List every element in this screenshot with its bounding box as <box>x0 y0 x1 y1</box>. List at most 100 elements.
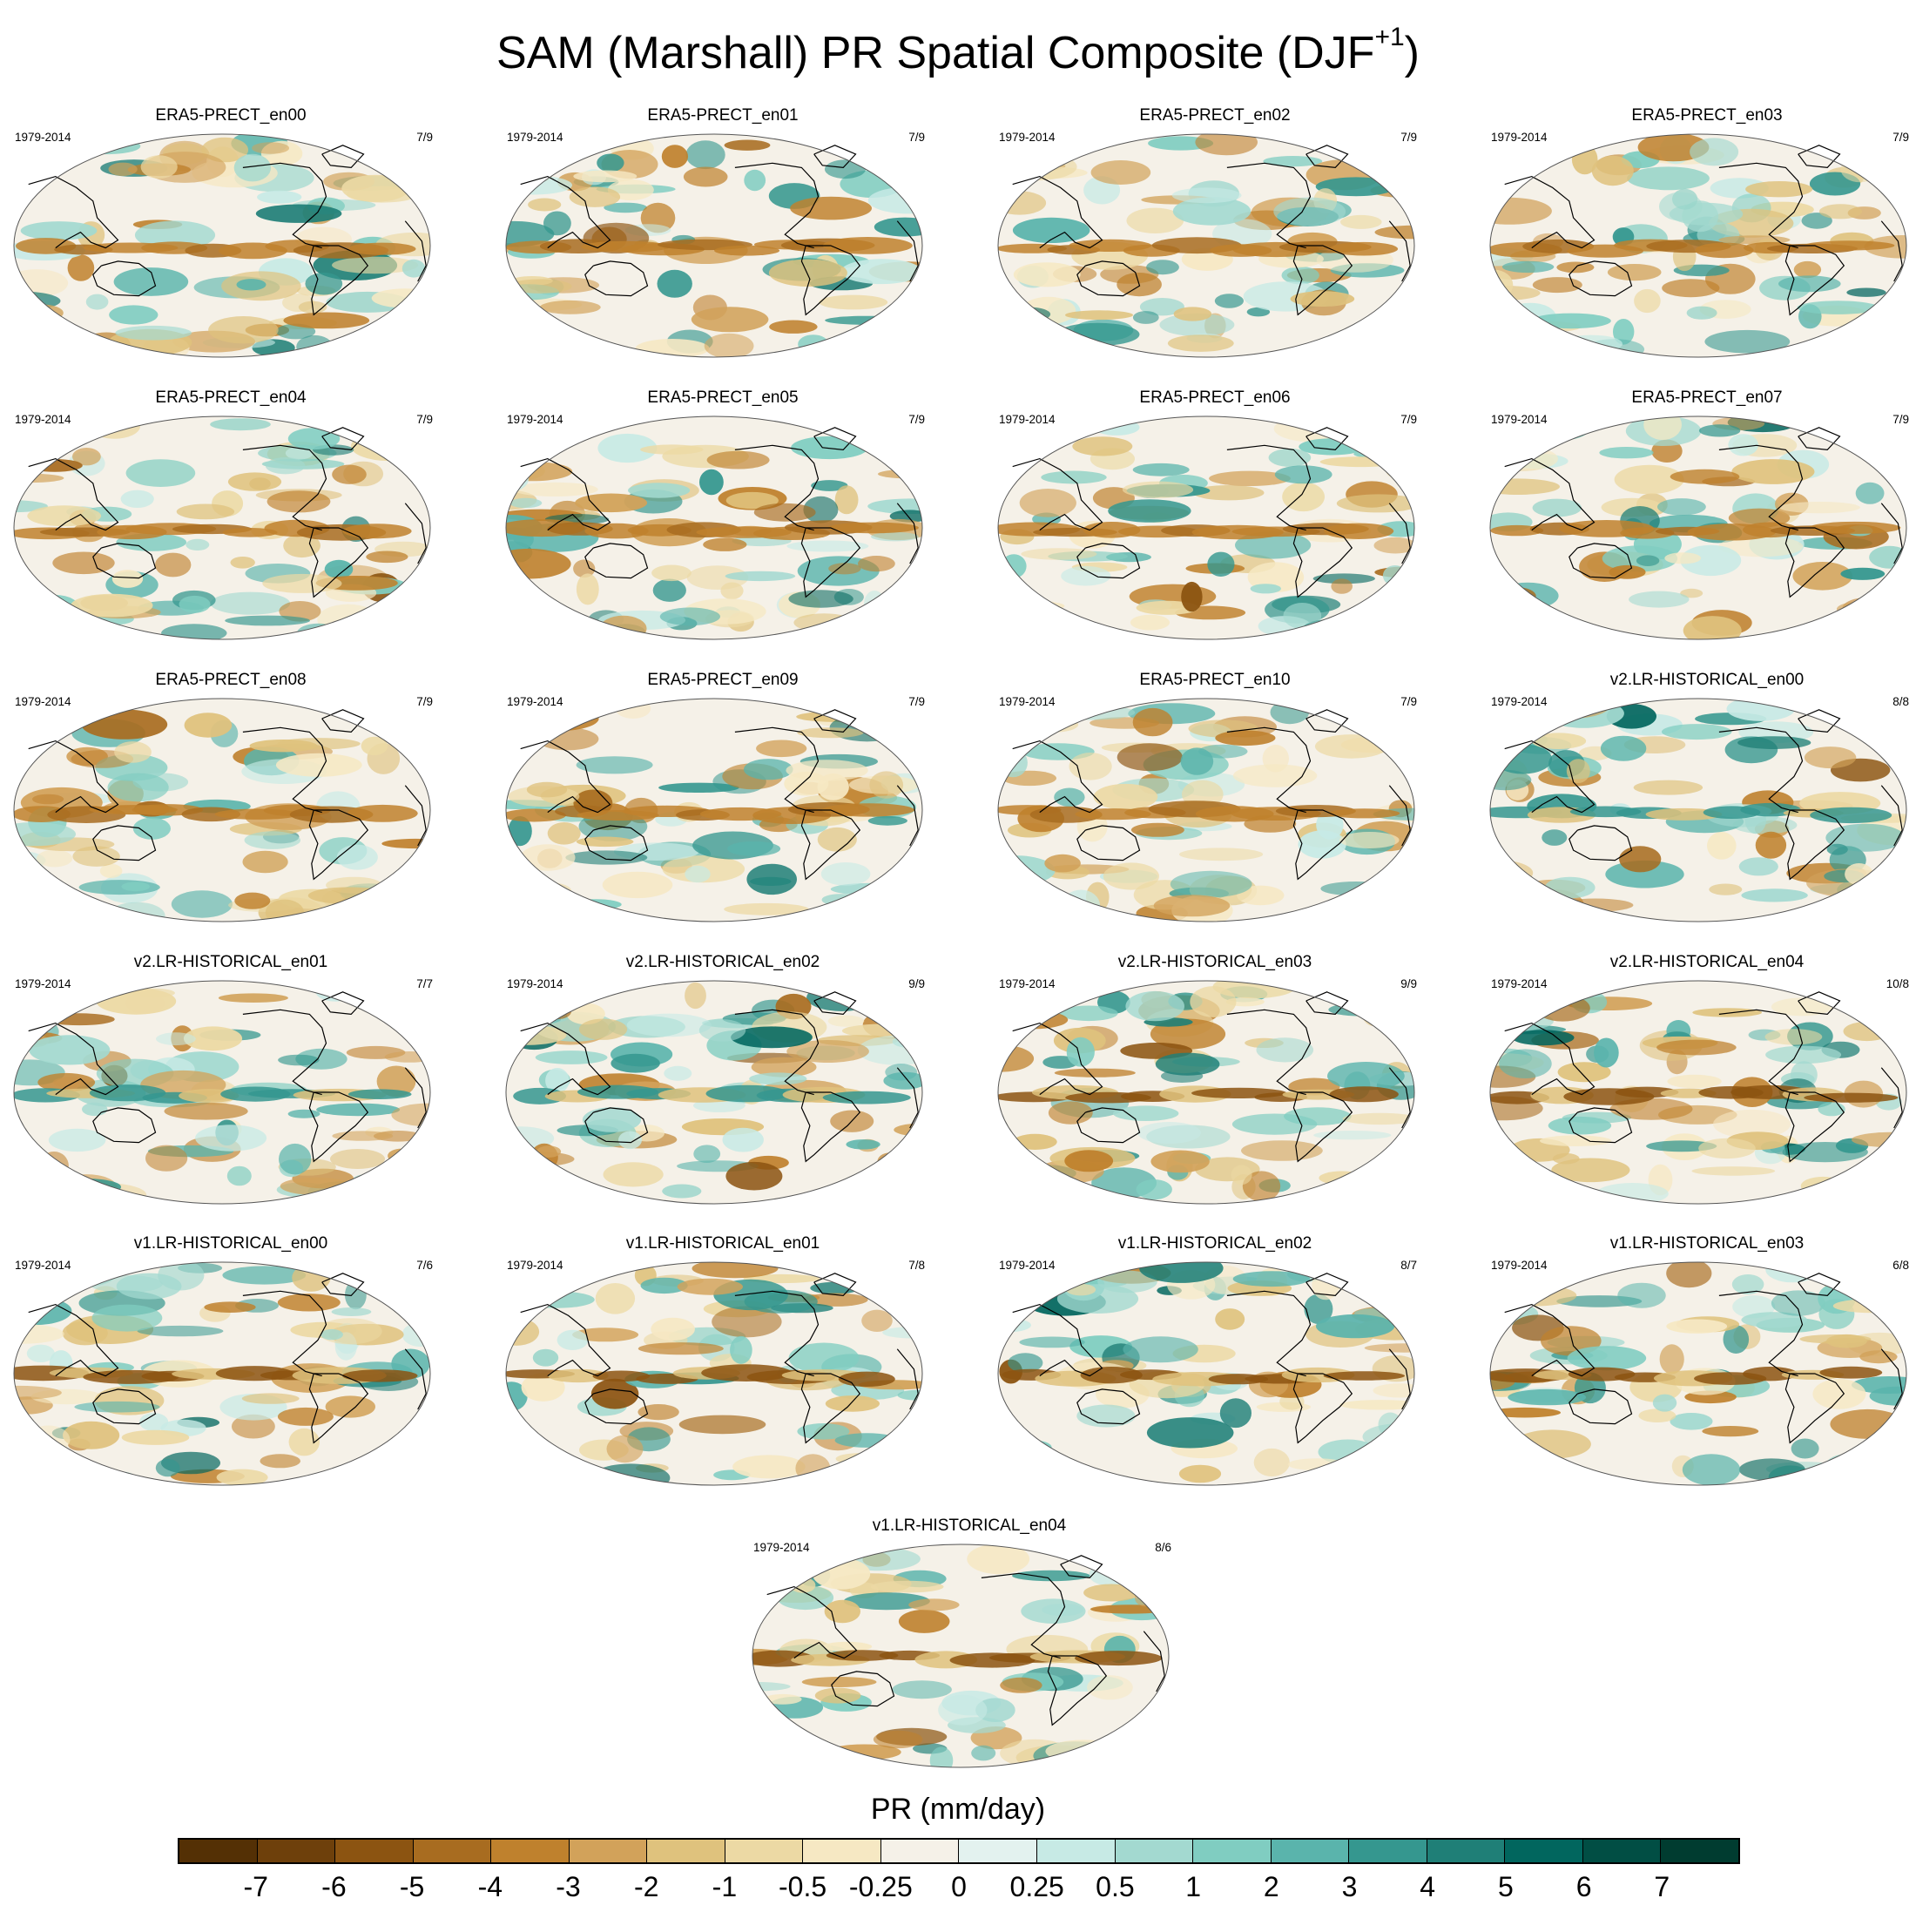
anomaly-patch <box>1791 416 1865 430</box>
anomaly-patch <box>81 709 168 740</box>
anomaly-patch <box>262 573 342 593</box>
north-america-outline <box>242 162 327 249</box>
africa-coast <box>1880 1348 1903 1410</box>
anomaly-patch <box>1614 464 1684 495</box>
north-america-outline <box>981 1572 1066 1659</box>
colorbar-box <box>179 1840 258 1862</box>
south-america-outline <box>308 527 369 598</box>
anomaly-patch <box>652 578 686 602</box>
anomaly-patch <box>1855 482 1885 504</box>
anomaly-patch <box>1139 298 1184 316</box>
anomaly-patch <box>834 1433 899 1448</box>
anomaly-patch <box>753 503 816 522</box>
anomaly-patch <box>1569 418 1604 428</box>
anomaly-patch <box>1530 710 1554 724</box>
panel-period: 1979-2014 <box>15 695 71 708</box>
anomaly-patch <box>1397 725 1414 756</box>
africa-coast <box>896 503 919 564</box>
equatorial-band <box>1743 1367 1798 1381</box>
anomaly-patch <box>1190 986 1237 1017</box>
anomaly-patch <box>1859 1350 1898 1364</box>
anomaly-patch <box>824 1599 860 1624</box>
anomaly-patch <box>1843 1021 1891 1042</box>
anomaly-patch <box>506 598 543 618</box>
map-border <box>13 1261 431 1486</box>
anomaly-patch <box>744 169 766 192</box>
composite-map <box>13 698 431 922</box>
anomaly-patch <box>1304 1294 1333 1324</box>
anomaly-patch <box>998 1187 1064 1198</box>
anomaly-patch <box>1030 717 1079 733</box>
anomaly-patch <box>72 846 120 867</box>
anomaly-patch <box>1019 1336 1085 1348</box>
anomaly-patch <box>1059 1005 1118 1022</box>
anomaly-patch <box>1797 301 1879 314</box>
map-border <box>1489 980 1907 1205</box>
anomaly-patch <box>730 1335 752 1364</box>
anomaly-patch <box>506 220 555 247</box>
asia-coast <box>1012 1303 1103 1377</box>
anomaly-patch <box>1130 822 1184 837</box>
anomaly-patch <box>1178 1464 1222 1483</box>
anomaly-patch <box>1490 1445 1528 1463</box>
anomaly-patch <box>677 1278 743 1295</box>
anomaly-patch <box>332 464 367 484</box>
anomaly-patch <box>225 615 310 626</box>
anomaly-patch <box>332 256 419 274</box>
anomaly-patch <box>1552 1152 1580 1165</box>
anomaly-patch <box>764 1693 802 1705</box>
anomaly-patch <box>626 1013 712 1037</box>
australia-outline <box>584 825 649 861</box>
asia-coast <box>520 457 611 531</box>
anomaly-patch <box>227 472 282 491</box>
asia-coast <box>1504 740 1596 814</box>
asia-coast <box>1012 740 1103 814</box>
colorbar-box <box>569 1840 648 1862</box>
anomaly-patch <box>292 1264 331 1292</box>
anomaly-patch <box>145 1145 188 1172</box>
anomaly-patch <box>526 781 568 798</box>
anomaly-patch <box>114 741 152 763</box>
anomaly-patch <box>1076 1404 1136 1428</box>
south-america-outline <box>308 809 369 881</box>
anomaly-patch <box>155 1458 180 1477</box>
anomaly-patch <box>1246 307 1271 317</box>
composite-map <box>752 1544 1170 1768</box>
panel-title: ERA5-PRECT_en10 <box>1139 671 1291 689</box>
north-america-outline <box>1226 1009 1312 1096</box>
map-border <box>13 415 431 640</box>
panel-title: ERA5-PRECT_en08 <box>155 671 307 689</box>
equatorial-band <box>821 803 914 817</box>
anomaly-patch <box>1513 1429 1591 1459</box>
panel-title: v2.LR-HISTORICAL_en00 <box>1609 671 1805 689</box>
anomaly-patch <box>1498 620 1581 639</box>
anomaly-patch <box>1494 596 1523 610</box>
anomaly-patch <box>1591 155 1634 186</box>
panel-title: ERA5-PRECT_en01 <box>647 106 799 125</box>
anomaly-patch <box>531 1273 554 1288</box>
anomaly-patch <box>1707 832 1737 860</box>
anomaly-patch <box>1826 1334 1867 1348</box>
asia-coast <box>520 175 611 249</box>
composite-map <box>997 1261 1415 1486</box>
anomaly-patch <box>998 312 1047 337</box>
anomaly-patch <box>233 153 272 182</box>
anomaly-patch <box>1666 1262 1712 1288</box>
anomaly-patch <box>727 841 781 856</box>
anomaly-patch <box>1662 724 1732 740</box>
colorbar-box <box>491 1840 570 1862</box>
anomaly-patch <box>692 1262 779 1279</box>
colorbar-box <box>1349 1840 1427 1862</box>
panel-period: 1979-2014 <box>15 131 71 144</box>
anomaly-patch <box>1315 177 1397 197</box>
anomaly-patch <box>38 888 86 911</box>
anomaly-patch <box>582 1107 642 1132</box>
australia-outline <box>92 1388 157 1425</box>
equatorial-band <box>347 804 418 822</box>
anomaly-patch <box>685 865 711 883</box>
anomaly-patch <box>1021 743 1095 760</box>
anomaly-patch <box>731 1026 813 1049</box>
anomaly-patch <box>1659 1344 1684 1375</box>
anomaly-patch <box>544 1003 572 1020</box>
anomaly-patch <box>822 1641 873 1652</box>
